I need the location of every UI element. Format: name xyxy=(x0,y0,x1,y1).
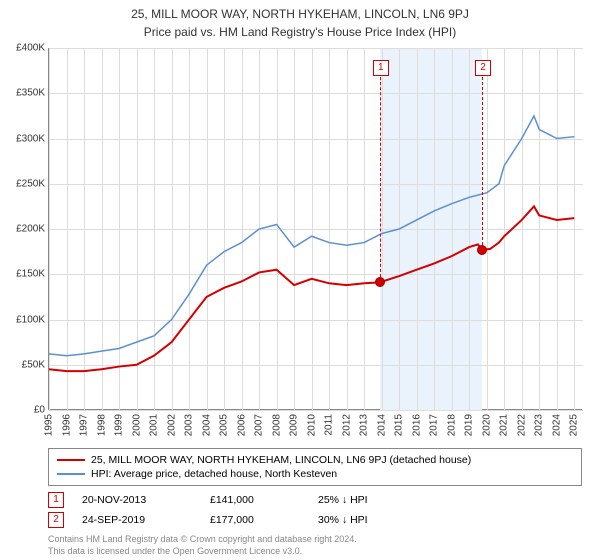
series-hpi xyxy=(49,116,574,356)
annotation-price: £141,000 xyxy=(210,494,300,506)
x-tick-label: 1999 xyxy=(114,414,125,436)
annotation-row: 2 24-SEP-2019 £177,000 30% ↓ HPI xyxy=(48,510,582,530)
legend-label: HPI: Average price, detached house, Nort… xyxy=(91,468,337,480)
marker-label: 2 xyxy=(475,60,491,76)
legend-box: 25, MILL MOOR WAY, NORTH HYKEHAM, LINCOL… xyxy=(48,448,582,486)
x-tick-label: 2021 xyxy=(499,414,510,436)
y-tick-label: £250K xyxy=(5,178,45,189)
x-tick-label: 2016 xyxy=(411,414,422,436)
x-tick-label: 2013 xyxy=(359,414,370,436)
x-tick-label: 2010 xyxy=(306,414,317,436)
annotation-marker: 1 xyxy=(48,492,64,508)
y-tick-label: £150K xyxy=(5,269,45,280)
annotation-delta: 30% ↓ HPI xyxy=(318,514,428,526)
annotation-date: 24-SEP-2019 xyxy=(82,514,192,526)
marker-dot xyxy=(477,245,487,255)
x-tick-label: 2005 xyxy=(219,414,230,436)
x-tick-label: 2011 xyxy=(324,414,335,436)
x-tick-label: 2022 xyxy=(516,414,527,436)
marker-label: 1 xyxy=(373,60,389,76)
x-tick-label: 1997 xyxy=(79,414,90,436)
x-tick-label: 2004 xyxy=(201,414,212,436)
x-tick-label: 1996 xyxy=(61,414,72,436)
x-tick-label: 2018 xyxy=(446,414,457,436)
series-price_paid xyxy=(49,206,574,371)
x-tick-label: 2006 xyxy=(236,414,247,436)
x-tick-label: 2007 xyxy=(254,414,265,436)
x-tick-label: 1998 xyxy=(96,414,107,436)
x-tick-label: 2001 xyxy=(149,414,160,436)
plot-region: £0£50K£100K£150K£200K£250K£300K£350K£400… xyxy=(48,48,582,410)
marker-dot xyxy=(375,277,385,287)
annotation-table: 1 20-NOV-2013 £141,000 25% ↓ HPI 2 24-SEP-201… xyxy=(48,490,582,530)
y-tick-label: £200K xyxy=(5,224,45,235)
x-tick-label: 2014 xyxy=(376,414,387,436)
x-tick-label: 2025 xyxy=(569,414,580,436)
x-tick-label: 2012 xyxy=(341,414,352,436)
legend-label: 25, MILL MOOR WAY, NORTH HYKEHAM, LINCOL… xyxy=(91,454,471,466)
annotation-marker: 2 xyxy=(48,512,64,528)
x-tick-label: 2000 xyxy=(131,414,142,436)
x-tick-label: 2009 xyxy=(289,414,300,436)
y-tick-label: £0 xyxy=(5,405,45,416)
x-tick-label: 2015 xyxy=(394,414,405,436)
annotation-row: 1 20-NOV-2013 £141,000 25% ↓ HPI xyxy=(48,490,582,510)
x-tick-label: 2008 xyxy=(271,414,282,436)
x-tick-label: 2003 xyxy=(184,414,195,436)
y-tick-label: £100K xyxy=(5,314,45,325)
marker-line xyxy=(482,62,483,250)
grid-line-h xyxy=(49,410,583,411)
footer-text: Contains HM Land Registry data © Crown c… xyxy=(48,534,357,557)
chart-subtitle: Price paid vs. HM Land Registry's House … xyxy=(0,23,600,39)
marker-line xyxy=(380,62,381,282)
footer-line-1: Contains HM Land Registry data © Crown c… xyxy=(48,534,357,546)
footer-line-2: This data is licensed under the Open Gov… xyxy=(48,546,357,558)
x-tick-label: 1995 xyxy=(44,414,55,436)
chart-area: £0£50K£100K£150K£200K£250K£300K£350K£400… xyxy=(48,48,582,410)
y-tick-label: £350K xyxy=(5,88,45,99)
chart-container: 25, MILL MOOR WAY, NORTH HYKEHAM, LINCOL… xyxy=(0,0,600,560)
y-tick-label: £50K xyxy=(5,359,45,370)
y-tick-label: £400K xyxy=(5,43,45,54)
x-tick-label: 2017 xyxy=(429,414,440,436)
x-tick-label: 2002 xyxy=(166,414,177,436)
legend-swatch xyxy=(57,459,85,461)
y-tick-label: £300K xyxy=(5,133,45,144)
annotation-date: 20-NOV-2013 xyxy=(82,494,192,506)
legend-swatch xyxy=(57,473,85,475)
annotation-price: £177,000 xyxy=(210,514,300,526)
legend-item: HPI: Average price, detached house, Nort… xyxy=(57,467,573,481)
legend-item: 25, MILL MOOR WAY, NORTH HYKEHAM, LINCOL… xyxy=(57,453,573,467)
x-tick-label: 2019 xyxy=(464,414,475,436)
x-tick-label: 2020 xyxy=(481,414,492,436)
line-layer xyxy=(49,48,583,410)
x-tick-label: 2023 xyxy=(534,414,545,436)
x-tick-label: 2024 xyxy=(551,414,562,436)
chart-title: 25, MILL MOOR WAY, NORTH HYKEHAM, LINCOL… xyxy=(0,0,600,23)
annotation-delta: 25% ↓ HPI xyxy=(318,494,428,506)
